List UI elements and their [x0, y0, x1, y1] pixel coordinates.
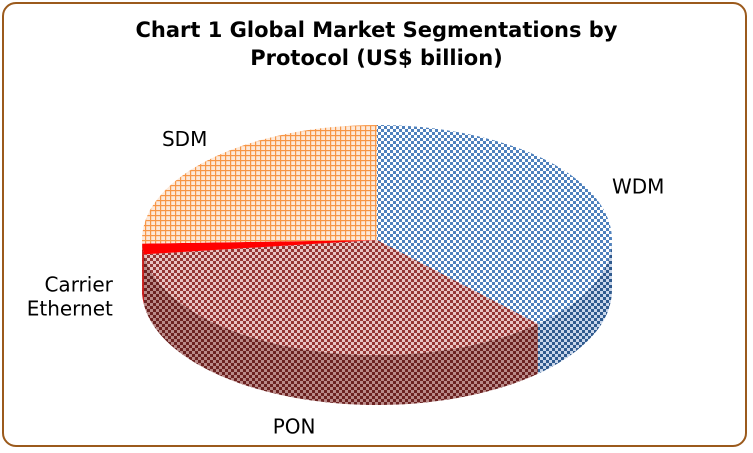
- pie-side-pon: [143, 254, 538, 405]
- label-carrier-ethernet-2: Ethernet: [27, 296, 113, 320]
- pie-slice-sdm: [142, 125, 377, 244]
- pie-slice-carrier-ethernet: [142, 240, 377, 255]
- chart-title-line-1: Chart 1 Global Market Segmentations by: [135, 18, 618, 42]
- pie-side-carrier-ethernet: [142, 243, 144, 305]
- pie-slice-wdm: [377, 125, 612, 324]
- label-wdm-1: WDM: [612, 175, 664, 199]
- label-pon-1: PON: [273, 414, 316, 438]
- pie-side-wdm: [537, 240, 612, 374]
- chart-title: Chart 1 Global Market Segmentations by P…: [0, 16, 753, 72]
- chart-title-line-2: Protocol (US$ billion): [250, 46, 503, 70]
- label-carrier-ethernet-1: Carrier: [44, 272, 113, 296]
- label-sdm-1: SDM: [162, 127, 207, 151]
- pie-slice-pon: [143, 240, 538, 355]
